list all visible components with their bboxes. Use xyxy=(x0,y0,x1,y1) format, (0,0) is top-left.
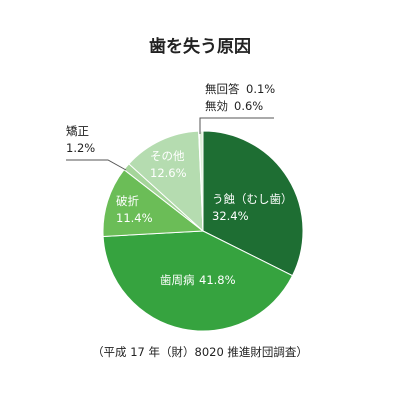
label-fracture: 破折 xyxy=(116,194,139,208)
label-invalid: 無効 xyxy=(205,99,228,113)
label-no-answer: 無回答 xyxy=(205,82,240,96)
value-no-answer: 0.1% xyxy=(246,82,275,96)
pie-slices xyxy=(102,130,304,332)
pie-slice-invalid xyxy=(198,130,204,232)
label-caries: う蝕（むし歯） xyxy=(212,192,293,206)
value-periodontal: 41.8% xyxy=(199,273,236,287)
value-orthodontic: 1.2% xyxy=(66,141,95,155)
label-periodontal: 歯周病 xyxy=(160,273,195,287)
value-invalid: 0.6% xyxy=(234,99,263,113)
label-orthodontic: 矯正 xyxy=(66,124,89,138)
leader-no-answer-invalid xyxy=(199,117,274,134)
pie-slice-caries xyxy=(202,130,304,277)
value-caries: 32.4% xyxy=(212,209,249,223)
pie-slice-other xyxy=(128,130,204,233)
value-fracture: 11.4% xyxy=(116,211,153,225)
value-other: 12.6% xyxy=(150,166,187,180)
pie-slice-periodontal xyxy=(102,230,294,332)
chart-source: （平成 17 年（財）8020 推進財団調査） xyxy=(92,345,308,359)
pie-slice-fracture xyxy=(102,168,205,238)
leader-orthodontic xyxy=(66,159,127,171)
label-other: その他 xyxy=(150,149,185,163)
chart-title: 歯を失う原因 xyxy=(149,36,251,57)
